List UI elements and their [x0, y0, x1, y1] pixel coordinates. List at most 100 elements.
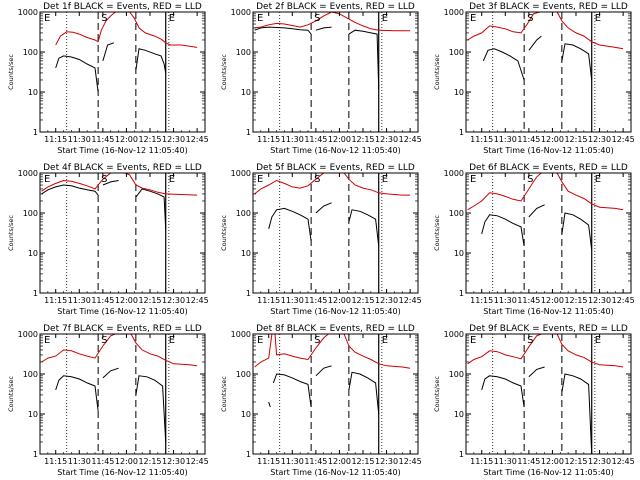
- x-axis-label: Start Time (16-Nov-12 11:05:40): [483, 307, 613, 316]
- series-line-lld: [254, 334, 273, 368]
- x-tick-label: 11:30: [68, 296, 91, 305]
- series-line-events: [102, 42, 115, 62]
- x-tick-label: 12:45: [186, 135, 209, 144]
- detector-panel-9: Det 9f BLACK = Events, RED = LLD Counts/s…: [433, 324, 635, 477]
- x-tick-label: 12:45: [186, 457, 209, 466]
- y-tick-label: 1: [459, 450, 464, 459]
- y-tick-label: 1: [33, 450, 38, 459]
- y-tick-label: 100: [449, 48, 464, 57]
- panel-title: Det 8f BLACK = Events, RED = LLD: [256, 324, 415, 334]
- series-line-events: [481, 375, 525, 408]
- interval-marker-e: E: [169, 335, 175, 346]
- detector-panel-3: Det 3f BLACK = Events, RED = LLD Counts/s…: [433, 2, 635, 155]
- y-axis-label: Counts/sec: [7, 54, 15, 90]
- x-tick-label: 11:30: [281, 135, 304, 144]
- y-tick-label: 1: [459, 289, 464, 298]
- x-tick-label: 12:15: [564, 457, 587, 466]
- series-line-events: [315, 202, 332, 214]
- y-axis-label: Counts/sec: [7, 376, 15, 412]
- y-tick-label: 10: [454, 249, 464, 258]
- x-tick-label: 11:30: [281, 296, 304, 305]
- series-line-events: [135, 375, 167, 443]
- x-tick-label: 12:15: [138, 135, 161, 144]
- x-axis-label: Start Time (16-Nov-12 11:05:40): [483, 146, 613, 155]
- plot-area: [254, 12, 411, 132]
- x-axis-label: Start Time (16-Nov-12 11:05:40): [57, 146, 187, 155]
- y-tick-label: 1: [246, 128, 251, 137]
- x-tick-label: 12:15: [564, 296, 587, 305]
- y-axis-label: Counts/sec: [220, 376, 228, 412]
- series-line-lld: [41, 334, 116, 363]
- x-tick-label: 11:45: [304, 135, 327, 144]
- interval-marker-s: S: [527, 335, 533, 346]
- panel-title: Det 3f BLACK = Events, RED = LLD: [469, 2, 628, 12]
- x-tick-label: 12:00: [541, 296, 564, 305]
- series-line-events: [348, 371, 380, 415]
- series-line-events: [41, 184, 99, 196]
- panel-title: Det 2f BLACK = Events, RED = LLD: [256, 2, 415, 12]
- interval-marker-e: E: [470, 335, 476, 346]
- x-tick-label: 11:30: [494, 135, 517, 144]
- y-tick-label: 10: [28, 88, 38, 97]
- plot-frame: [465, 333, 632, 455]
- interval-marker-e: E: [169, 13, 175, 24]
- x-axis-label: Start Time (16-Nov-12 11:05:40): [270, 146, 400, 155]
- x-tick-label: 12:00: [328, 296, 351, 305]
- x-tick-label: 11:15: [470, 135, 493, 144]
- series-line-lld: [274, 334, 329, 361]
- x-axis-label: Start Time (16-Nov-12 11:05:40): [270, 468, 400, 477]
- series-line-lld: [129, 12, 198, 48]
- y-axis-label: Counts/sec: [433, 215, 441, 251]
- x-tick-label: 12:15: [351, 296, 374, 305]
- y-tick-label: 100: [236, 48, 251, 57]
- y-tick-label: 1: [246, 450, 251, 459]
- series-line-lld: [467, 12, 541, 41]
- y-tick-label: 10: [28, 410, 38, 419]
- y-tick-label: 100: [23, 209, 38, 218]
- plot-area: [467, 173, 624, 293]
- interval-marker-s: S: [101, 335, 107, 346]
- series-line-events: [254, 26, 312, 35]
- plot-frame: [465, 172, 632, 294]
- x-tick-label: 11:15: [470, 296, 493, 305]
- series-line-events: [561, 373, 593, 454]
- y-tick-label: 10: [241, 410, 251, 419]
- x-tick-label: 11:45: [91, 296, 114, 305]
- detector-panel-6: Det 6f BLACK = Events, RED = LLD Counts/s…: [433, 163, 635, 316]
- plot-frame: [252, 333, 419, 455]
- series-line-lld: [254, 12, 411, 32]
- series-line-events: [272, 373, 312, 408]
- interval-marker-s: S: [314, 335, 320, 346]
- detector-panel-7: Det 7f BLACK = Events, RED = LLD Counts/s…: [7, 324, 209, 477]
- series-line-lld: [556, 173, 624, 211]
- y-tick-label: 10: [454, 88, 464, 97]
- series-line-lld: [556, 12, 624, 50]
- x-tick-label: 12:00: [328, 135, 351, 144]
- detector-panel-2: Det 2f BLACK = Events, RED = LLD Counts/s…: [220, 2, 422, 155]
- series-line-events: [102, 180, 119, 186]
- series-line-events: [135, 48, 167, 73]
- interval-marker-e: E: [595, 13, 601, 24]
- interval-marker-e: E: [470, 13, 476, 24]
- y-axis-label: Counts/sec: [7, 215, 15, 251]
- y-tick-label: 1000: [18, 330, 38, 339]
- x-tick-label: 11:15: [257, 457, 280, 466]
- panel-title: Det 5f BLACK = Events, RED = LLD: [256, 163, 415, 173]
- x-tick-label: 12:15: [138, 296, 161, 305]
- x-tick-label: 11:45: [517, 296, 540, 305]
- x-tick-label: 12:30: [162, 296, 185, 305]
- x-axis-label: Start Time (16-Nov-12 11:05:40): [57, 307, 187, 316]
- plot-area: [254, 173, 411, 293]
- x-tick-label: 11:30: [68, 457, 91, 466]
- panel-title: Det 7f BLACK = Events, RED = LLD: [43, 324, 202, 334]
- x-tick-label: 12:45: [612, 296, 635, 305]
- series-line-events: [481, 214, 525, 247]
- x-tick-label: 11:15: [44, 296, 67, 305]
- series-line-events: [561, 43, 593, 81]
- x-tick-label: 11:30: [494, 457, 517, 466]
- x-axis-label: Start Time (16-Nov-12 11:05:40): [270, 307, 400, 316]
- x-tick-label: 12:45: [399, 135, 422, 144]
- series-line-events: [315, 365, 332, 377]
- series-line-events: [528, 204, 545, 218]
